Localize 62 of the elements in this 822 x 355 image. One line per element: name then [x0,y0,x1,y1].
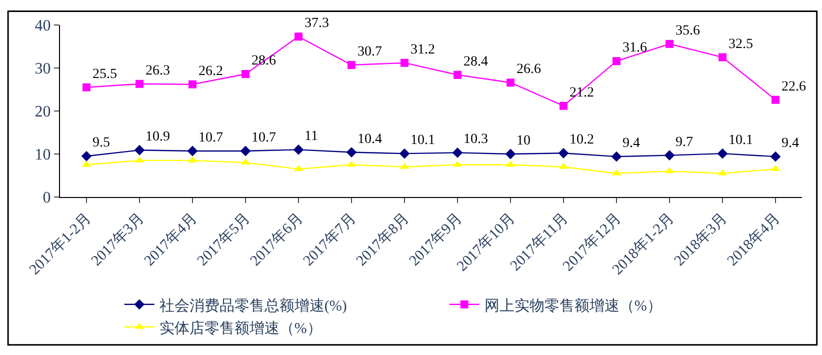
data-label: 32.5 [728,36,753,52]
data-label: 10.1 [410,133,435,148]
data-label: 10.7 [198,130,223,146]
y-tick-label: 10 [34,146,51,164]
data-label: 9.7 [676,134,693,150]
point [81,150,92,162]
point [452,148,463,158]
data-label: 26.2 [198,64,223,79]
data-label: 9.4 [782,136,799,152]
data-label: 31.2 [410,42,435,58]
data-label: 26.3 [146,63,170,78]
point [293,144,304,155]
y-tick-label: 30 [34,60,51,78]
point [506,78,514,87]
data-label: 10 [516,134,530,148]
data-label: 26.6 [516,62,541,78]
y-tick-label: 40 [34,18,51,35]
data-label: 10.3 [464,132,488,148]
data-label: 9.5 [92,136,110,151]
point [348,60,356,69]
point [136,80,144,88]
point [717,148,728,159]
point [346,147,357,158]
point [242,70,250,78]
point [560,102,568,110]
data-label: 11 [304,129,318,144]
legend-label: 社会消费品零售总额增速(%) [159,297,347,314]
point [240,146,251,156]
y-tick-label: 0 [42,190,51,207]
legend-label: 网上实物零售额增速（%） [484,297,662,314]
point [82,83,90,92]
y-tick-label: 20 [34,104,51,121]
data-label: 10.1 [728,133,753,148]
point [399,148,410,159]
point [664,150,675,160]
point [187,146,198,156]
data-label: 30.7 [358,44,382,60]
point [770,151,781,162]
data-label: 10.9 [146,130,170,145]
data-label: 31.6 [622,40,647,56]
point [134,144,145,156]
data-label: 35.6 [676,23,700,38]
point [400,58,408,67]
data-label: 10.2 [570,132,594,148]
point [666,40,674,48]
point [772,96,780,104]
point [454,70,462,79]
point [611,151,622,162]
data-label: 9.4 [622,136,640,152]
data-label: 25.5 [92,66,117,82]
point [188,80,196,88]
point [718,53,726,62]
data-label: 10.4 [358,132,382,147]
data-label: 28.4 [464,54,488,70]
point [294,32,302,41]
data-label: 37.3 [304,16,329,32]
legend-label: 实体店零售额增速（%） [159,320,322,337]
data-label: 10.7 [252,130,276,146]
point [612,57,620,66]
point [505,148,516,160]
data-label: 22.6 [782,79,806,94]
point [558,148,569,158]
